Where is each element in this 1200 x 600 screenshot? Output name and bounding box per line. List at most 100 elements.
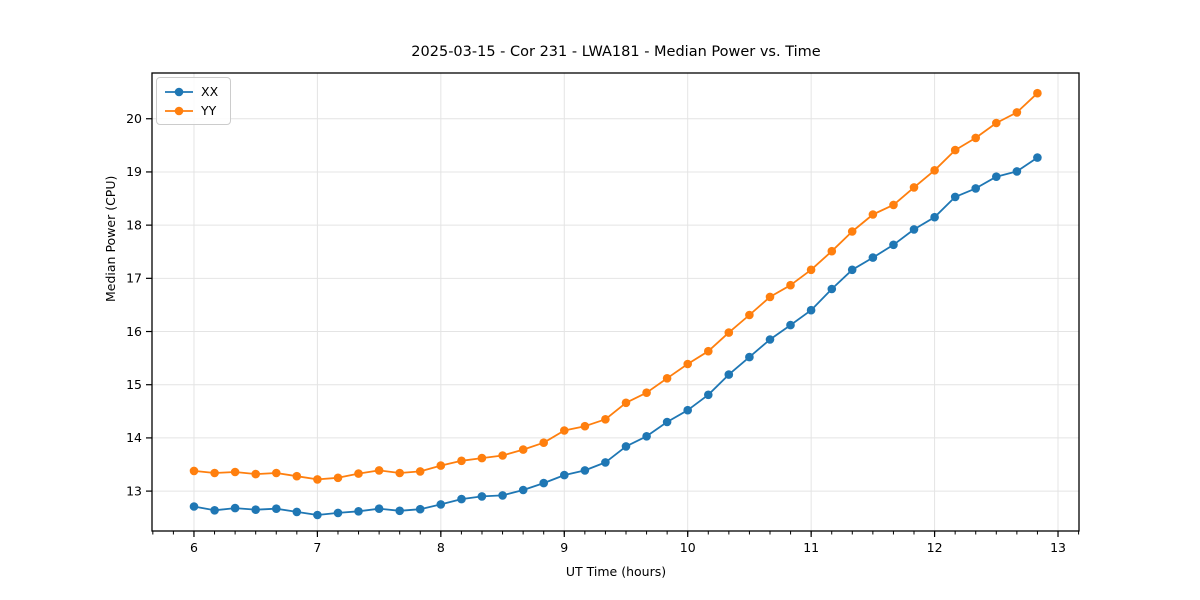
data-point-xx [724, 370, 734, 379]
legend-item-label: XX [201, 84, 219, 99]
data-point-yy [724, 328, 734, 337]
data-point-yy [436, 461, 446, 470]
data-point-xx [539, 478, 548, 488]
data-point-yy [1033, 88, 1042, 98]
data-point-yy [539, 438, 548, 448]
y-tick-label: 19 [126, 164, 142, 179]
data-point-xx [909, 225, 919, 234]
data-point-yy [560, 426, 569, 435]
data-point-xx [601, 458, 610, 467]
data-point-xx [889, 240, 898, 250]
data-point-yy [210, 468, 219, 478]
data-point-yy [889, 200, 898, 210]
legend-item-yy: YY [164, 102, 218, 119]
data-point-xx [827, 284, 837, 294]
x-tick-label: 9 [560, 540, 568, 555]
data-point-xx [621, 442, 631, 451]
series-line-xx [193, 156, 1039, 516]
data-point-xx [704, 390, 713, 400]
x-tick-label: 13 [1050, 540, 1066, 555]
data-point-yy [621, 398, 631, 408]
data-point-xx [950, 192, 960, 202]
data-point-xx [436, 500, 446, 509]
x-tick-label: 8 [437, 540, 445, 555]
data-point-xx [189, 502, 199, 511]
data-point-yy [930, 166, 939, 175]
data-point-xx [498, 491, 507, 500]
data-point-yy [992, 118, 1001, 128]
data-point-yy [498, 451, 507, 460]
data-point-yy [642, 388, 651, 398]
data-point-xx [292, 507, 302, 517]
data-point-xx [457, 494, 466, 504]
data-point-xx [1012, 167, 1022, 176]
data-point-xx [580, 466, 590, 475]
x-tick-label: 12 [927, 540, 943, 555]
data-point-xx [333, 508, 343, 518]
data-point-xx [745, 352, 754, 362]
y-tick-label: 17 [126, 271, 142, 286]
data-point-xx [765, 335, 775, 344]
data-point-xx [971, 184, 980, 193]
y-tick-label: 14 [126, 430, 142, 445]
data-point-yy [704, 346, 713, 356]
legend-item-label: YY [201, 103, 217, 118]
x-axis-label: UT Time (hours) [565, 564, 667, 579]
data-point-yy [189, 466, 199, 476]
legend-marker-icon [165, 87, 193, 96]
data-point-xx [251, 505, 260, 514]
data-point-yy [745, 310, 754, 320]
data-point-yy [354, 469, 363, 478]
data-point-xx [313, 510, 322, 520]
data-point-yy [477, 453, 487, 463]
data-point-xx [992, 172, 1001, 181]
data-point-xx [868, 253, 878, 262]
data-point-yy [786, 280, 795, 290]
data-point-yy [313, 475, 322, 484]
data-point-xx [230, 503, 240, 513]
data-point-yy [847, 227, 857, 236]
data-point-xx [642, 432, 651, 441]
data-point-xx [786, 320, 795, 330]
data-point-yy [230, 467, 240, 477]
x-tick-label: 7 [313, 540, 321, 555]
data-point-yy [827, 246, 837, 256]
data-point-yy [415, 467, 425, 476]
data-point-yy [457, 456, 466, 466]
data-point-xx [847, 265, 857, 275]
data-point-xx [395, 506, 405, 516]
data-point-xx [560, 470, 569, 480]
data-point-xx [518, 485, 528, 495]
data-point-yy [374, 466, 384, 475]
data-point-yy [251, 469, 260, 479]
data-point-yy [765, 292, 775, 302]
x-tick-label: 10 [680, 540, 696, 555]
data-point-yy [292, 471, 302, 481]
y-tick-label: 15 [126, 377, 142, 392]
data-point-yy [395, 468, 405, 478]
data-point-yy [333, 473, 343, 483]
data-point-yy [601, 415, 610, 424]
y-tick-label: 13 [126, 483, 142, 498]
data-point-yy [868, 210, 878, 219]
legend: XX YY [156, 77, 232, 125]
data-point-xx [374, 504, 384, 513]
data-point-yy [272, 468, 281, 478]
y-tick-label: 16 [126, 324, 142, 339]
data-point-yy [662, 374, 672, 383]
series-line-yy [193, 92, 1039, 481]
x-tick-label: 6 [190, 540, 198, 555]
data-point-xx [806, 305, 816, 315]
data-point-yy [909, 183, 919, 192]
y-tick-label: 18 [126, 217, 142, 232]
data-point-xx [210, 506, 219, 515]
data-point-xx [1033, 153, 1042, 162]
data-point-yy [580, 421, 590, 431]
data-point-yy [683, 359, 692, 369]
legend-item-xx: XX [164, 83, 218, 100]
data-point-xx [930, 212, 939, 222]
data-point-xx [662, 417, 672, 427]
data-point-xx [477, 492, 487, 501]
data-point-yy [971, 133, 980, 143]
